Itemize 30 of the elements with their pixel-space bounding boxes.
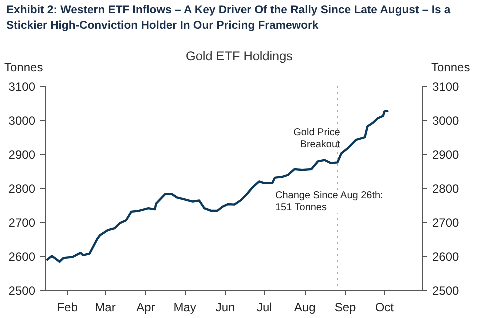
y2-tick-label: 2800 (432, 182, 460, 196)
y2-tick-label: 2600 (432, 250, 460, 264)
x-tick-label: Aug (294, 300, 316, 314)
x-tick-label: Jun (216, 300, 236, 314)
annotation: Change Since Aug 26th: 151 Tonnes (275, 190, 384, 214)
y2-tick-label: 2900 (432, 148, 460, 162)
x-tick-label: Feb (57, 300, 78, 314)
y-tick-label: 2700 (8, 216, 36, 230)
y-tick-label: 3000 (8, 114, 36, 128)
y2-tick-label: 3000 (432, 114, 460, 128)
x-tick-label: Apr (136, 300, 156, 314)
y-tick-label: 2800 (8, 182, 36, 196)
y-tick-label: 3100 (8, 80, 36, 94)
x-tick-label: Jul (256, 300, 272, 314)
y-tick-label: 2600 (8, 250, 36, 264)
x-tick-label: May (174, 300, 196, 314)
x-tick-label: Oct (375, 300, 395, 314)
chart-subtitle: Gold ETF Holdings (186, 50, 293, 64)
y-tick-label: 2900 (8, 148, 36, 162)
y2-axis-title: Tonnes (432, 60, 470, 74)
y-tick-label: 2500 (8, 284, 36, 298)
annotation: Gold Price Breakout (294, 127, 341, 150)
y2-tick-label: 2700 (432, 216, 460, 230)
y2-tick-label: 3100 (432, 80, 460, 94)
line-series (46, 110, 390, 264)
x-tick-label: Sep (334, 300, 357, 314)
y2-tick-label: 2500 (432, 284, 460, 298)
y-axis-title: Tonnes (4, 60, 44, 74)
chart-title: Exhibit 2: Western ETF Inflows – A Key Driver Of the Rally Since Late August – Is a Stickier High-Conviction Holder In Our Pricing Framework (6, 4, 452, 32)
x-tick-label: Mar (95, 300, 116, 314)
